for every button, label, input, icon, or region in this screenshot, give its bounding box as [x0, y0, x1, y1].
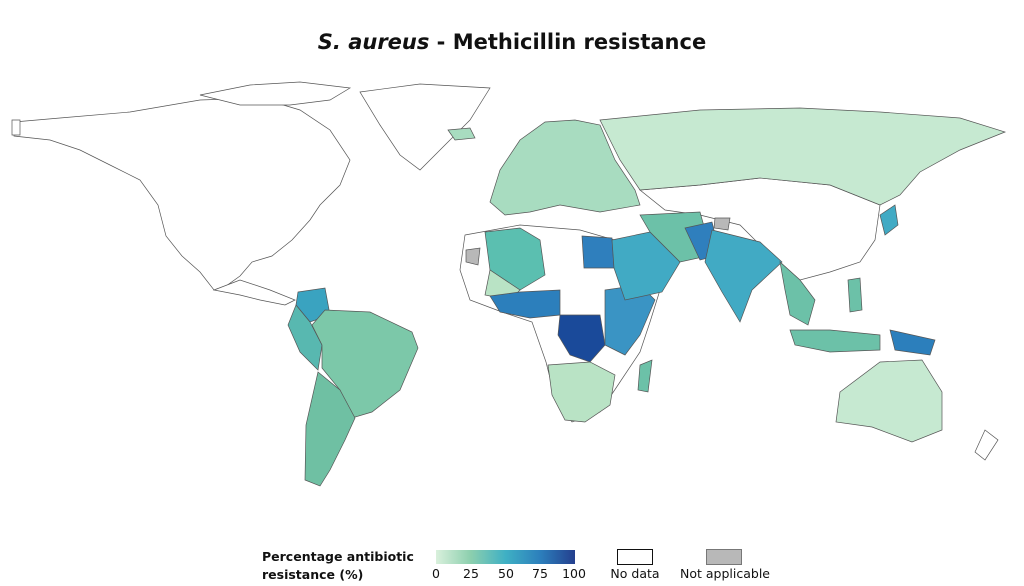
legend-tick: 100 [562, 566, 586, 581]
southeast-asia[interactable] [779, 261, 816, 326]
iceland[interactable] [447, 127, 476, 141]
new-zealand[interactable] [974, 429, 999, 461]
central-america[interactable] [212, 279, 296, 306]
europe[interactable] [489, 119, 641, 216]
legend-no-data-swatch [617, 549, 653, 565]
world-map [11, 81, 1007, 487]
madagascar[interactable] [637, 359, 653, 393]
russia[interactable] [599, 107, 1007, 206]
brazil[interactable] [311, 309, 419, 419]
western-sahara[interactable] [465, 247, 481, 266]
legend-tick: 50 [498, 566, 514, 581]
egypt[interactable] [581, 235, 615, 269]
kashmir[interactable] [713, 217, 731, 231]
arctic-islands[interactable] [199, 81, 352, 106]
argentina-chile[interactable] [304, 371, 356, 487]
australia[interactable] [835, 359, 943, 443]
greenland[interactable] [359, 83, 491, 171]
papua-new-guinea[interactable] [889, 329, 936, 356]
iran[interactable] [639, 211, 713, 263]
greenland-west-strip[interactable] [11, 119, 21, 136]
legend-not-applicable-label: Not applicable [680, 566, 770, 581]
legend-title: Percentage antibiotic resistance (%) [262, 549, 414, 582]
southern-africa[interactable] [547, 361, 616, 423]
legend-not-applicable-swatch [706, 549, 742, 565]
legend-tick: 0 [432, 566, 440, 581]
indonesia[interactable] [789, 329, 881, 353]
north-america[interactable] [13, 97, 351, 291]
title-rest: - Methicillin resistance [429, 30, 707, 54]
japan[interactable] [879, 204, 899, 236]
legend-no-data-label: No data [610, 566, 660, 581]
philippines[interactable] [847, 277, 863, 313]
india[interactable] [704, 229, 783, 323]
map-title: S. aureus - Methicillin resistance [0, 30, 1024, 54]
title-organism: S. aureus [317, 30, 430, 54]
peru[interactable] [287, 304, 323, 371]
legend-tick: 25 [463, 566, 479, 581]
legend-color-scale [436, 550, 575, 564]
legend-tick: 75 [532, 566, 548, 581]
